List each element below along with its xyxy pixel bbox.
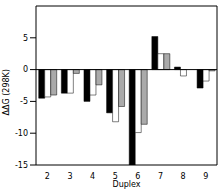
svg-text:-5: -5 [20,97,28,106]
svg-text:4: 4 [90,172,95,181]
svg-text:2: 2 [45,172,50,181]
svg-text:Duplex: Duplex [112,180,140,189]
svg-text:3: 3 [67,172,72,181]
svg-text:ΔΔG (298K): ΔΔG (298K) [8,69,11,115]
svg-text:-10: -10 [15,129,28,138]
svg-text:0: 0 [23,65,28,74]
svg-text:7: 7 [158,172,163,181]
svg-text:6: 6 [135,171,141,181]
svg-text:5: 5 [23,34,28,43]
svg-text:-15: -15 [15,161,28,170]
svg-text:8: 8 [181,172,186,181]
svg-text:5: 5 [112,171,118,181]
svg-text:9: 9 [203,172,208,181]
